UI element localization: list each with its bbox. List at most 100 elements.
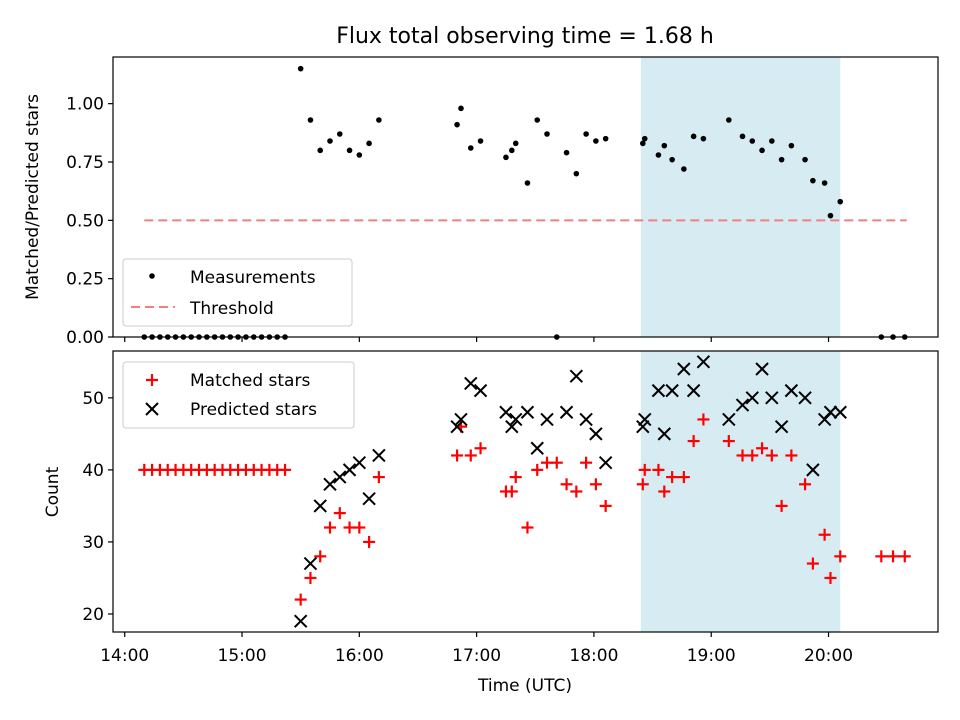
measurement-point [739, 133, 746, 140]
top-panel: 0.00 0.25 0.50 0.75 1.00 Matched/Predicted s… [23, 56, 939, 348]
matched-point [652, 463, 665, 476]
top-legend-box [122, 258, 353, 327]
measurement-point [821, 180, 828, 186]
predicted-point [677, 362, 691, 376]
measurement-point [726, 117, 732, 123]
matched-point [531, 463, 544, 476]
bottom-xlabel: Time (UTC) [477, 676, 572, 696]
measurement-point [467, 145, 474, 151]
matched-point [570, 485, 583, 498]
predicted-point [313, 499, 327, 513]
measurement-point [641, 135, 648, 142]
legend-threshold-label: Threshold [189, 299, 274, 319]
measurement-point [778, 156, 785, 163]
measurement-point [669, 156, 675, 163]
matched-point [658, 485, 671, 498]
measurement-point [336, 131, 343, 137]
predicted-point [362, 491, 376, 506]
predicted-point [293, 614, 308, 628]
measurement-point [788, 142, 795, 149]
bottom-xtick-label: 17:00 [452, 646, 501, 666]
bottom-plot-frame [112, 350, 939, 633]
matched-point [550, 456, 563, 469]
predicted-point [745, 391, 759, 405]
bottom-xtick-label: 19:00 [687, 646, 736, 666]
legend-measurements-label: Measurements [190, 268, 316, 288]
measurement-point [655, 152, 662, 158]
top-ytick-label: 0.75 [66, 153, 104, 173]
top-x-ticks [124, 337, 830, 342]
measurement-point [356, 152, 363, 158]
matched-point [353, 521, 366, 534]
bottom-ytick-label: 50 [82, 389, 104, 409]
matched-point [509, 471, 522, 484]
predicted-point [774, 419, 789, 434]
matched-point [638, 463, 651, 476]
matched-point [677, 471, 690, 484]
matched-point [875, 550, 888, 563]
legend-matched-marker [146, 374, 158, 386]
measurement-point [503, 154, 509, 161]
predicted-point [638, 412, 652, 427]
bottom-legend-box [122, 361, 355, 429]
predicted-point [352, 455, 367, 470]
bottom-ytick-label: 20 [82, 605, 104, 625]
matched-point [775, 499, 788, 512]
measurement-point [297, 65, 304, 72]
measurement-point [512, 140, 519, 147]
measurement-point [759, 147, 765, 154]
predicted-point [569, 369, 584, 383]
predicted-point [696, 355, 711, 369]
predicted-point [530, 441, 544, 455]
predicted-point [657, 427, 672, 441]
bottom-xtick-label: 14:00 [100, 646, 149, 666]
bottom-legend: Matched stars Predicted stars [122, 361, 355, 429]
predicted-point [579, 412, 593, 427]
matched-point [599, 499, 612, 512]
measurement-point [583, 131, 589, 137]
legend-predicted-label: Predicted stars [190, 400, 317, 420]
predicted-point [651, 383, 666, 398]
measurement-point [477, 138, 484, 144]
legend-predicted-marker [145, 402, 159, 416]
chart-title: Flux total observing time = 1.68 h [336, 24, 714, 49]
bottom-panel: 20 30 40 50 14:00 15:00 16:00 17:00 18:00 19:00 2… [43, 350, 939, 696]
top-plot-frame [112, 56, 939, 338]
measurement-point [593, 138, 599, 144]
top-y-axis: 0.00 0.25 0.50 0.75 1.00 [66, 95, 113, 348]
measurement-point [837, 198, 844, 205]
matched-point [314, 550, 327, 563]
matched-point [521, 521, 534, 534]
top-ylabel: Matched/Predicted stars [23, 94, 43, 300]
measurement-point [458, 105, 464, 112]
predicted-point [499, 405, 513, 419]
matched-point [765, 449, 778, 462]
predicted-point [665, 383, 679, 398]
predicted-point [473, 383, 488, 398]
predicted-point [559, 405, 574, 419]
matched-point [363, 535, 376, 548]
legend-matched-label: Matched stars [190, 371, 310, 391]
matched-point [824, 571, 837, 584]
matched-point [799, 478, 812, 491]
predicted-point [598, 455, 613, 470]
measurement-point [544, 131, 550, 137]
matched-point [722, 435, 735, 448]
matched-point [474, 442, 487, 455]
matched-point [818, 528, 831, 541]
matched-point [756, 442, 769, 455]
bottom-xtick-label: 16:00 [335, 646, 384, 666]
matched-point [333, 507, 346, 520]
bottom-predicted-points [293, 355, 847, 628]
matched-point [746, 449, 759, 462]
top-ytick-label: 0.50 [66, 211, 104, 231]
measurement-point [376, 117, 382, 123]
matched-point [785, 449, 798, 462]
predicted-point [798, 391, 812, 405]
measurement-point [524, 180, 531, 186]
measurement-point [639, 140, 646, 147]
predicted-point [505, 419, 519, 434]
bottom-xtick-label: 15:00 [218, 646, 267, 666]
measurement-point [690, 133, 697, 140]
measurement-point [810, 177, 816, 184]
